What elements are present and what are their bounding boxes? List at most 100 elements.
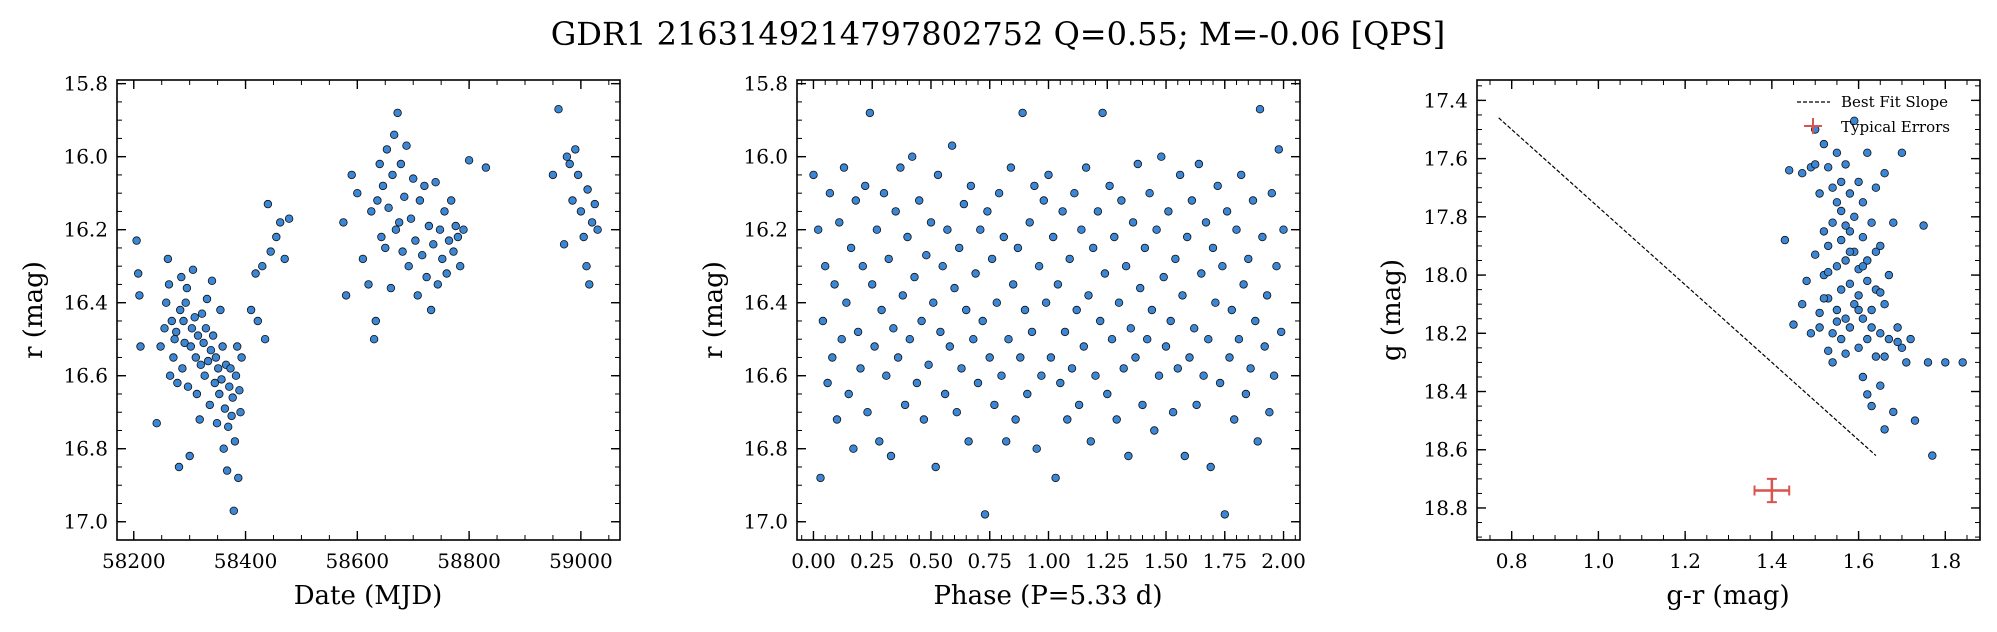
data-point <box>1051 473 1060 483</box>
data-point <box>440 207 449 216</box>
data-point <box>347 170 356 180</box>
data-point <box>1187 196 1197 205</box>
data-point <box>171 327 181 337</box>
data-point <box>964 437 973 446</box>
data-point <box>169 353 178 362</box>
data-point <box>1065 254 1074 264</box>
data-point <box>1871 352 1881 361</box>
data-point <box>1889 218 1898 227</box>
data-point <box>384 203 393 212</box>
y-tick-label: 17.6 <box>1423 147 1468 171</box>
data-point <box>1867 218 1876 227</box>
x-tick-label: 0.25 <box>850 549 895 573</box>
data-point <box>1157 152 1166 161</box>
data-point <box>875 437 884 446</box>
data-point <box>1274 145 1283 154</box>
data-point <box>1180 451 1189 461</box>
data-point <box>207 276 217 285</box>
data-point <box>174 462 184 472</box>
data-point <box>872 225 882 234</box>
data-point <box>211 353 221 362</box>
data-point <box>1810 160 1820 169</box>
data-point <box>851 196 860 205</box>
data-point <box>809 170 818 180</box>
data-point <box>1222 207 1232 216</box>
data-point <box>582 262 591 271</box>
data-point <box>230 437 240 446</box>
data-point <box>938 262 947 271</box>
data-point <box>870 342 879 351</box>
x-tick-label: 2.00 <box>1261 549 1306 573</box>
data-point <box>1103 389 1112 399</box>
data-point <box>931 462 940 472</box>
data-point <box>1150 426 1159 435</box>
data-point <box>896 163 905 172</box>
legend-error-label: Typical Errors <box>1841 118 1950 136</box>
data-point <box>903 232 912 242</box>
data-point <box>1897 343 1907 352</box>
data-point <box>1218 262 1227 271</box>
data-point <box>861 181 870 191</box>
data-point <box>1027 327 1037 337</box>
data-point <box>947 141 957 150</box>
data-point <box>825 188 835 198</box>
data-point <box>284 214 294 223</box>
data-point <box>1845 247 1855 256</box>
data-point <box>1854 343 1863 352</box>
data-point <box>263 199 273 209</box>
data-point <box>853 327 863 337</box>
data-point <box>1206 462 1215 472</box>
data-point <box>1255 104 1265 114</box>
data-point <box>219 444 228 453</box>
y-tick-label: 18.8 <box>1423 496 1468 520</box>
data-point <box>1841 349 1850 358</box>
data-point <box>828 353 837 362</box>
y-tick-label: 16.4 <box>63 291 108 315</box>
color-magnitude-ticks: 0.8 1.0 1.2 1.4 1.6 1.8 17.4 17.6 17.8 18.0 18.2 18… <box>1423 80 1980 573</box>
data-point <box>382 145 392 154</box>
data-point <box>1841 221 1850 230</box>
data-point <box>1828 218 1837 227</box>
data-point <box>1910 416 1920 425</box>
data-point <box>1845 189 1855 198</box>
data-point <box>358 254 368 264</box>
data-point <box>1013 243 1023 253</box>
data-point <box>1858 372 1868 382</box>
data-point <box>1828 183 1837 192</box>
data-point <box>940 389 950 399</box>
data-point <box>1030 181 1039 191</box>
data-point <box>1863 256 1872 265</box>
data-point <box>1780 235 1790 245</box>
x-tick-label: 1.8 <box>1929 549 1961 573</box>
data-point <box>1133 159 1142 169</box>
data-point <box>377 232 386 242</box>
data-point <box>1112 415 1121 424</box>
data-point <box>1084 291 1093 300</box>
data-point <box>1867 323 1876 332</box>
data-point <box>1928 451 1937 460</box>
data-point <box>444 236 454 245</box>
data-point <box>832 415 842 424</box>
data-point <box>821 262 830 271</box>
data-point <box>997 371 1006 380</box>
data-point <box>339 218 348 227</box>
data-point <box>1119 364 1128 373</box>
x-tick-label: 58800 <box>437 549 501 573</box>
data-point <box>1845 279 1855 288</box>
data-point <box>1241 389 1251 399</box>
data-point <box>548 170 558 180</box>
data-point <box>1074 400 1084 410</box>
data-point <box>388 170 397 180</box>
data-point <box>212 419 222 428</box>
data-point <box>1114 298 1124 307</box>
data-point <box>933 170 943 180</box>
data-point <box>1060 327 1070 337</box>
data-point <box>571 145 580 154</box>
data-point <box>173 378 182 388</box>
data-point <box>1091 371 1100 380</box>
data-point <box>179 316 188 326</box>
light-curve-points <box>132 104 602 515</box>
data-point <box>573 170 583 180</box>
data-point <box>236 408 245 417</box>
data-point <box>449 247 458 256</box>
